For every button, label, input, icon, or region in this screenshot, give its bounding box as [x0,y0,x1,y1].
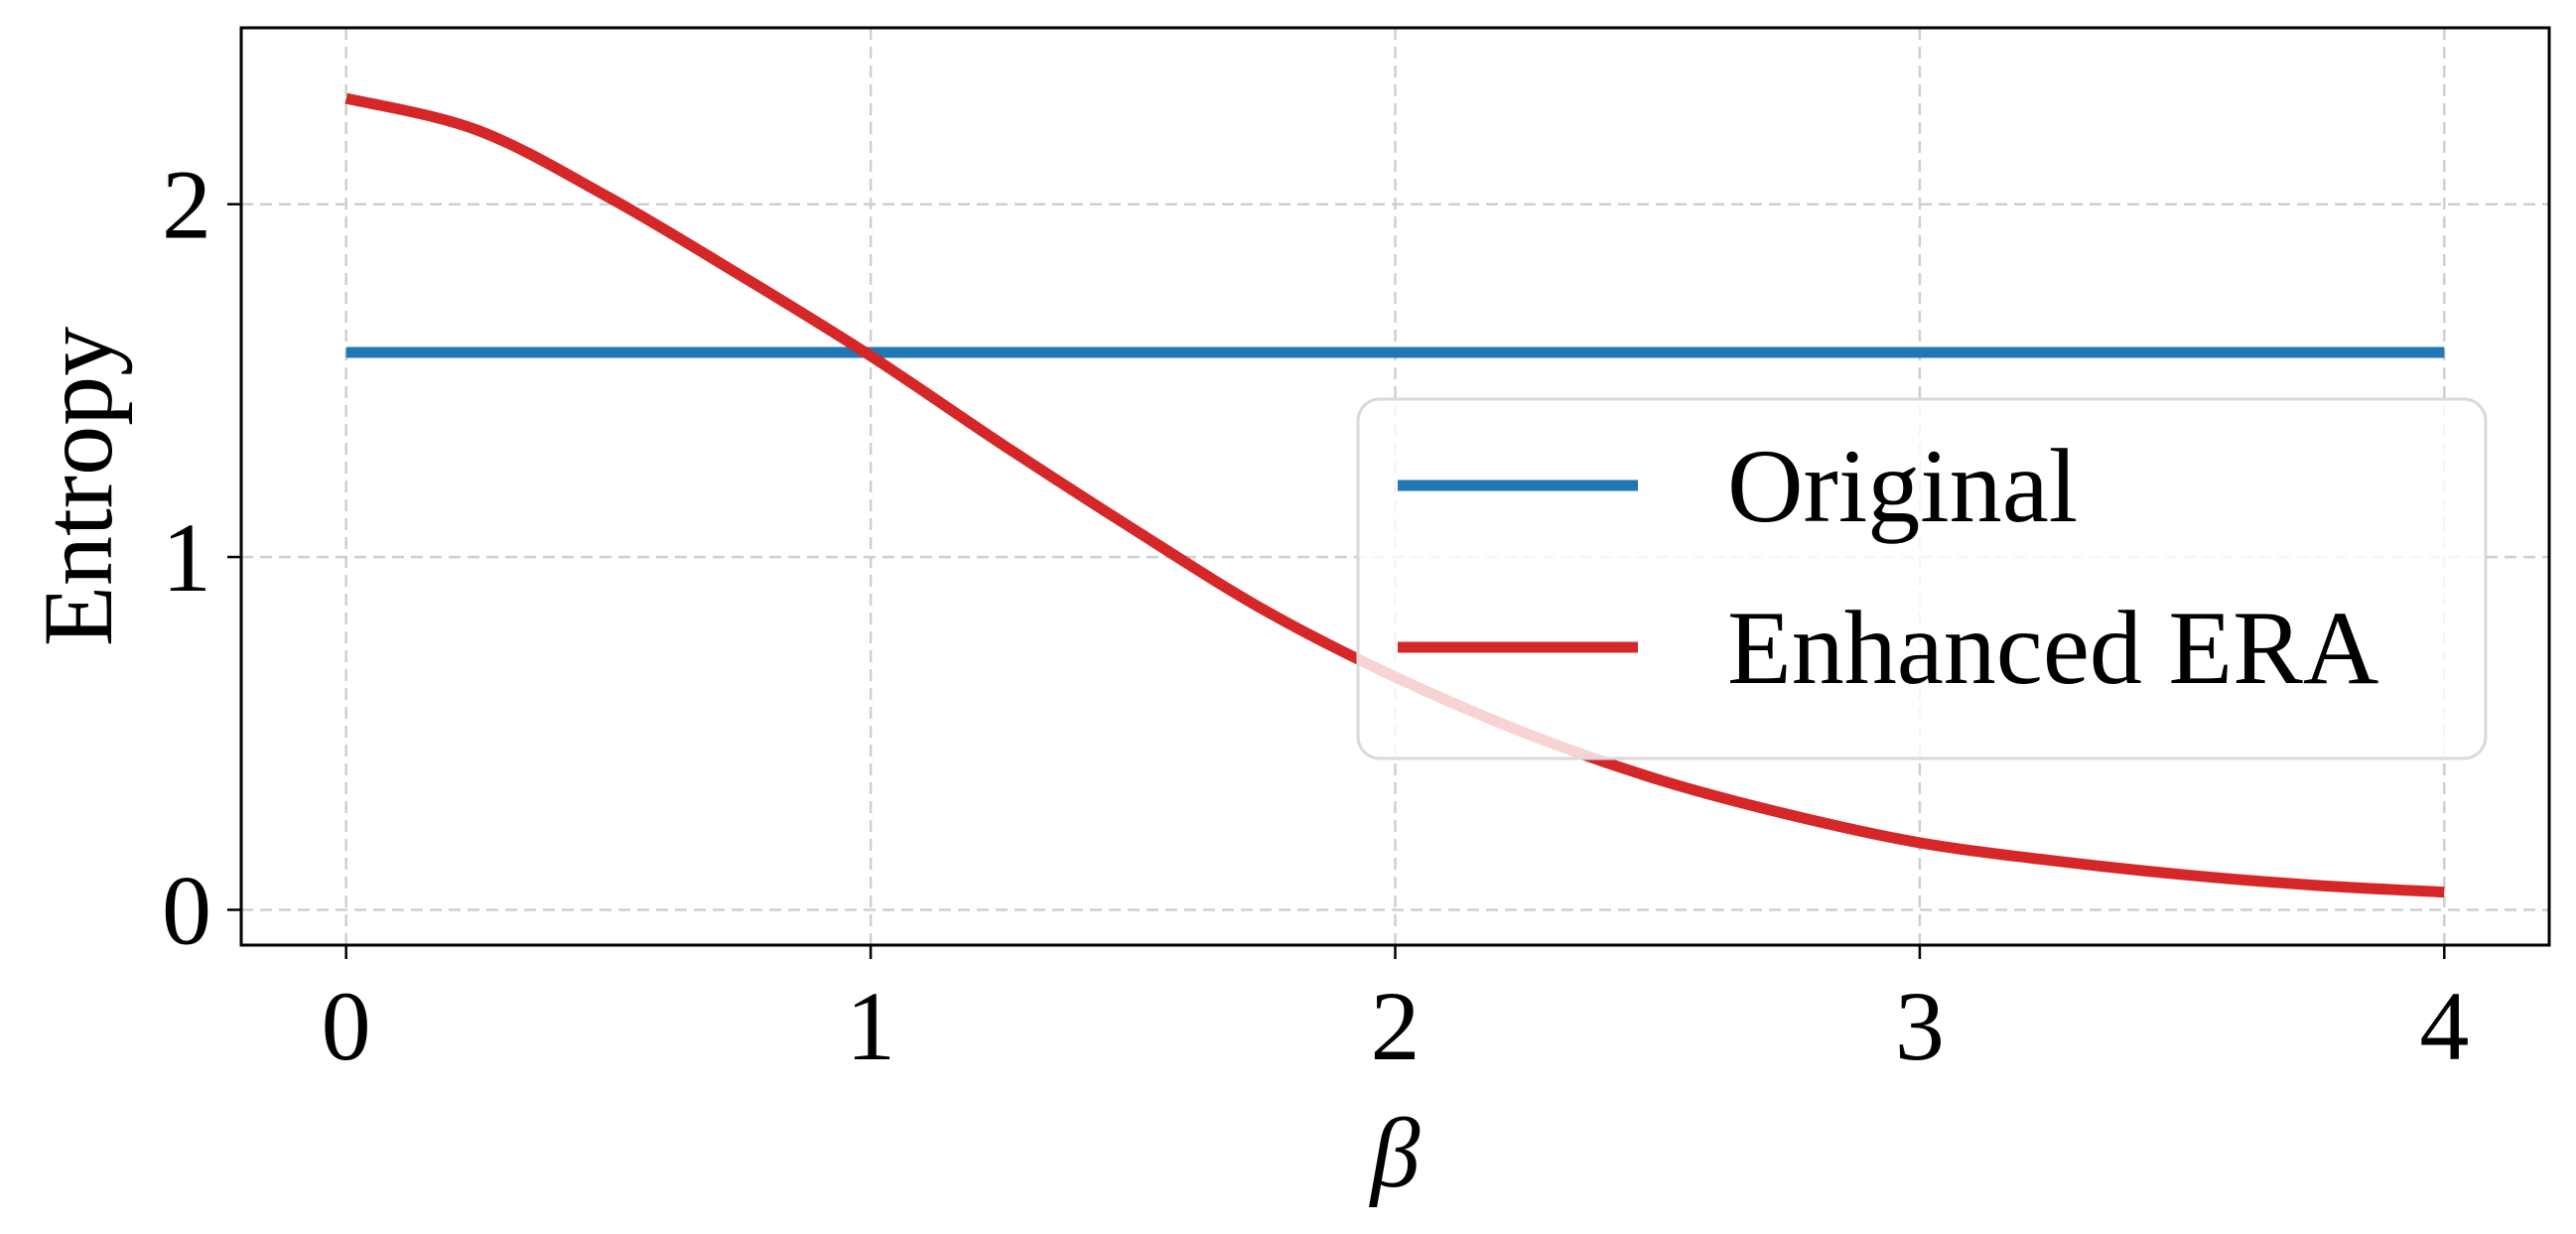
y-tick-label-2: 2 [162,150,211,260]
x-tick-label-4: 4 [2419,971,2469,1081]
x-tick-label-0: 0 [322,971,371,1081]
legend-label-1: Enhanced ERA [1727,590,2378,706]
legend-label-0: Original [1727,428,2078,544]
x-axis-label: β [1369,1098,1421,1208]
y-tick-label-0: 0 [162,855,211,965]
y-axis: 0 1 2 [162,150,241,965]
legend-box [1356,397,2488,760]
x-tick-label-1: 1 [846,971,895,1081]
legend: Original Enhanced ERA [1356,397,2488,760]
x-tick-label-3: 3 [1895,971,1945,1081]
x-tick-label-2: 2 [1371,971,1421,1081]
x-axis: 0 1 2 3 4 [322,945,2469,1081]
y-axis-label: Entropy [23,327,133,646]
y-tick-label-1: 1 [162,502,211,613]
